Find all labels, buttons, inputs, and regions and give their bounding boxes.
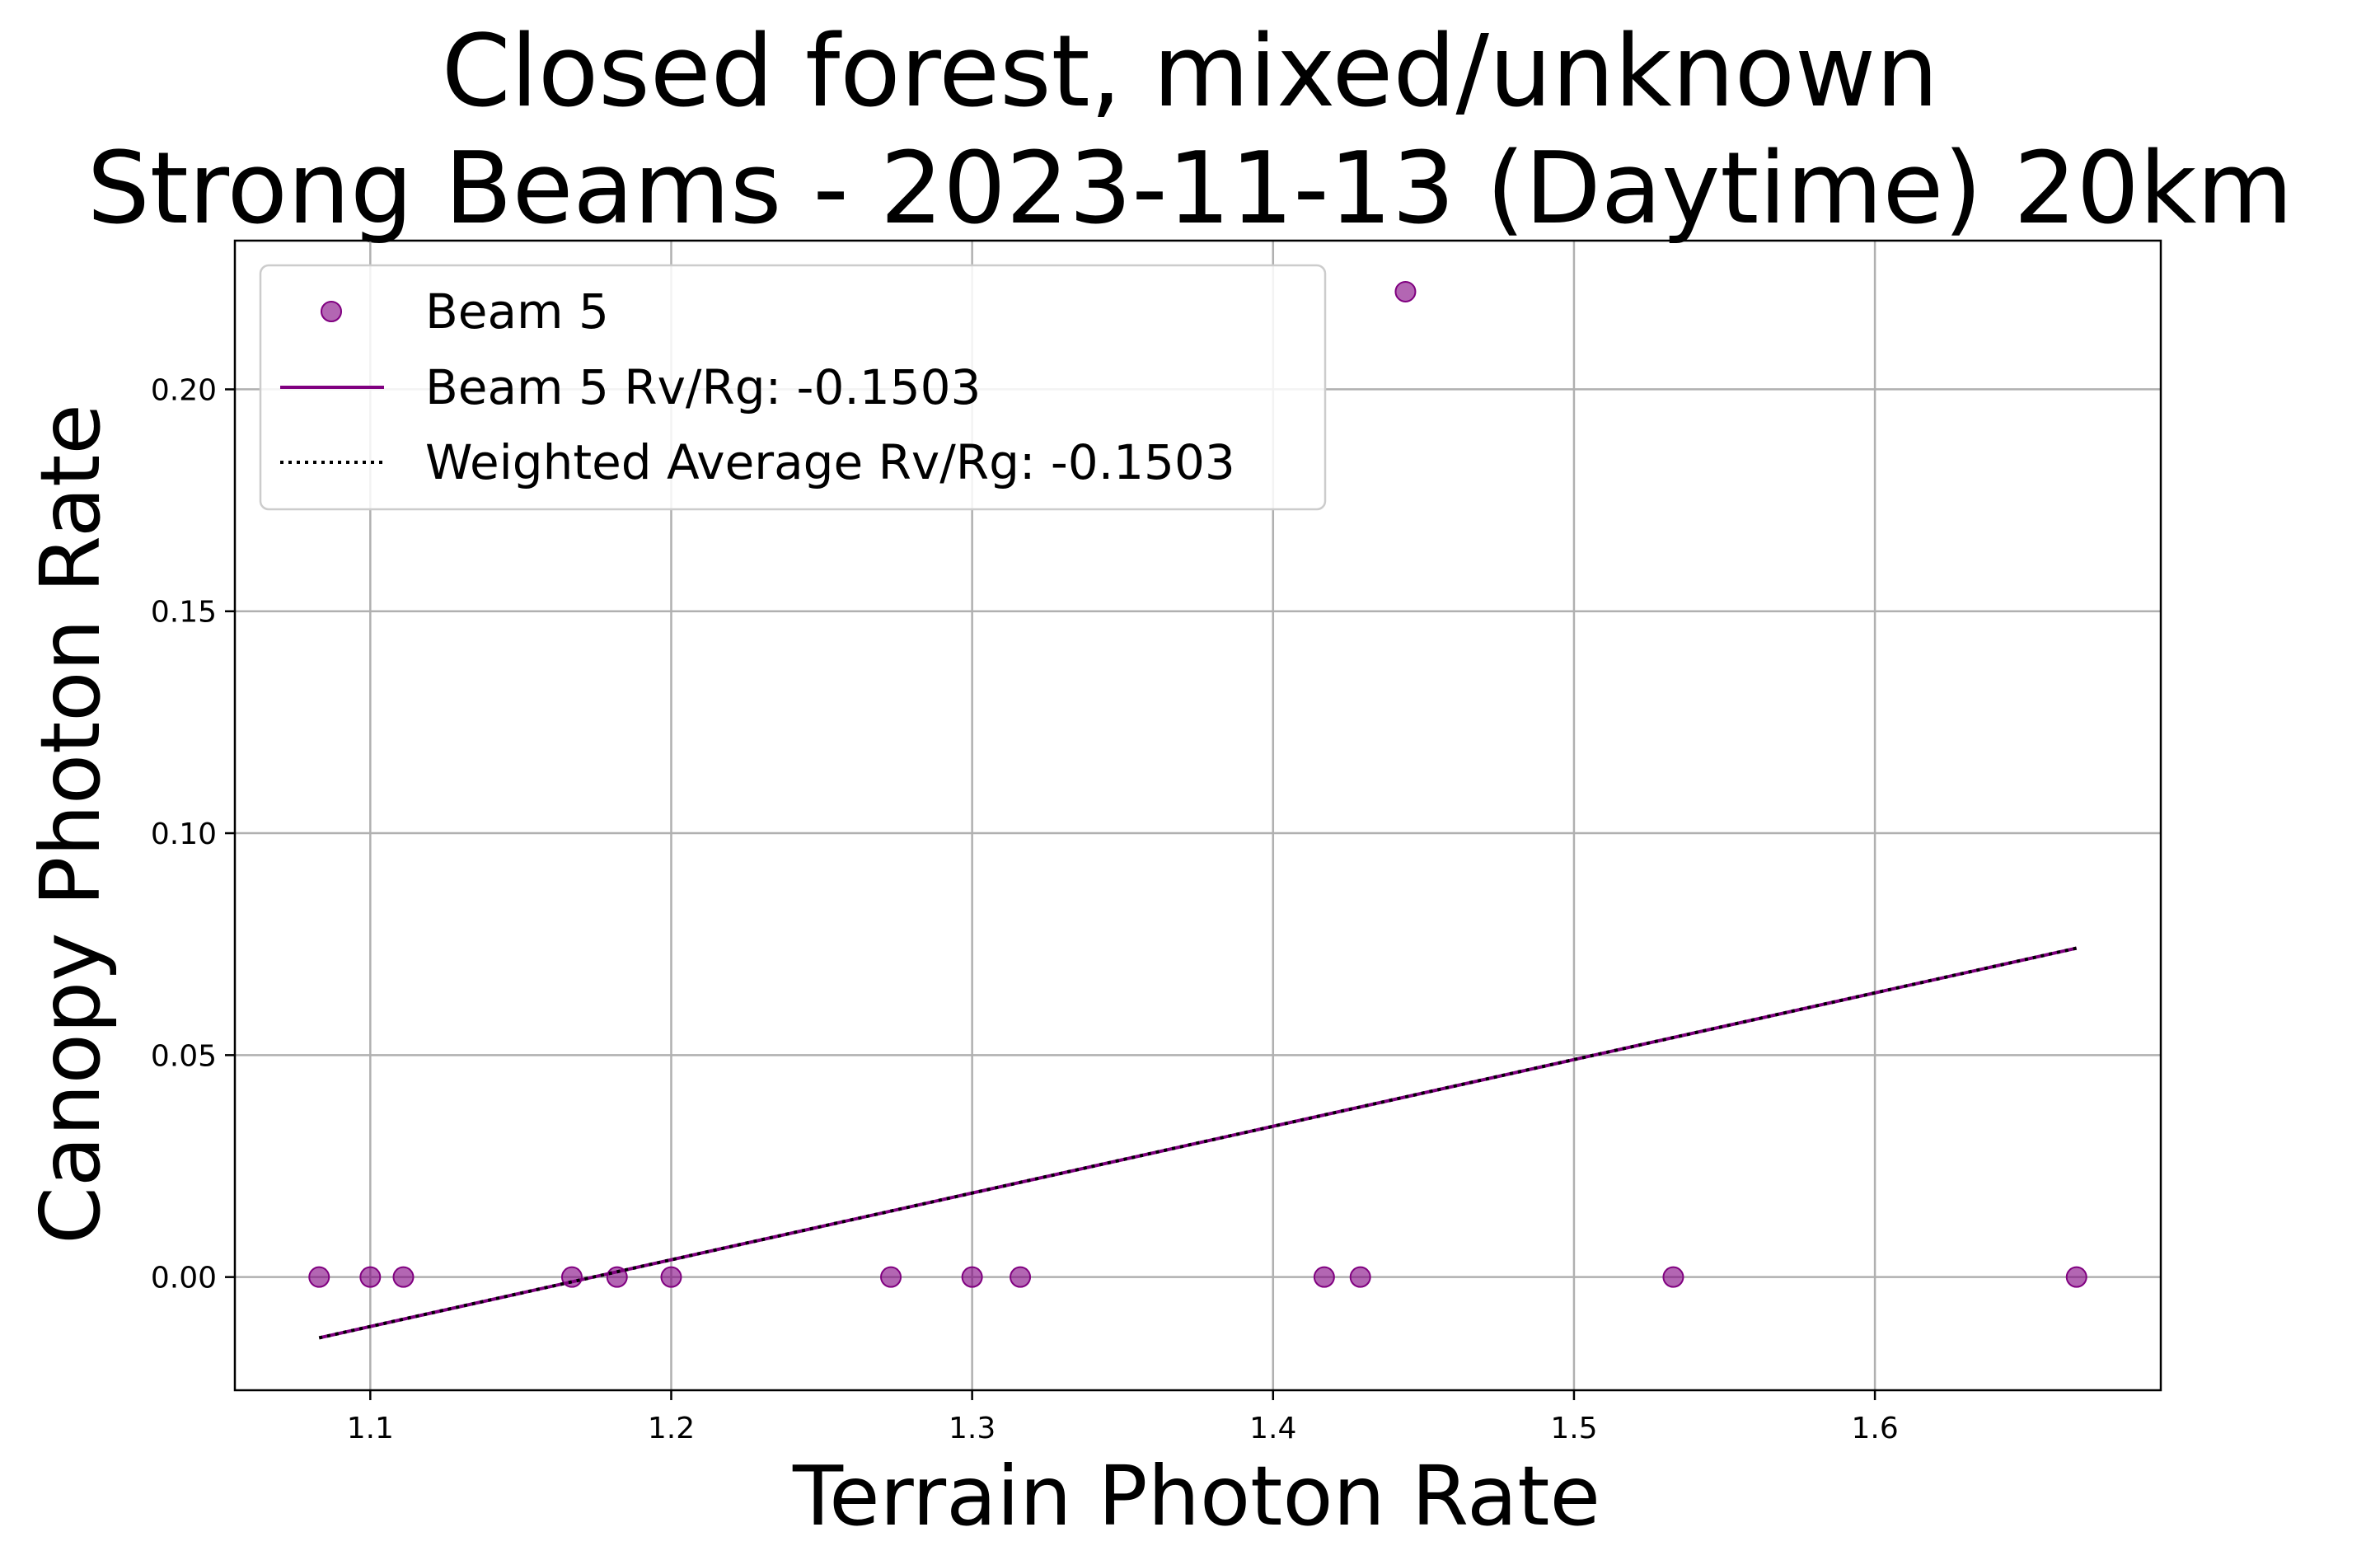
scatter-point bbox=[660, 1266, 682, 1288]
plot-series bbox=[308, 280, 2087, 1340]
scatter-point bbox=[961, 1266, 983, 1288]
scatter-point bbox=[359, 1266, 382, 1288]
y-axis-ticks: 0.00 0.05 0.10 0.15 0.20 bbox=[151, 373, 235, 1295]
x-tick-label: 1.2 bbox=[648, 1412, 695, 1445]
scatter-point bbox=[1349, 1266, 1371, 1288]
plot-frame bbox=[233, 239, 2162, 1392]
legend-scatter-marker bbox=[321, 301, 342, 322]
scatter-point bbox=[1662, 1266, 1684, 1288]
x-tick-label: 1.5 bbox=[1550, 1412, 1597, 1445]
y-tick-label: 0.10 bbox=[151, 817, 217, 851]
y-tick-label: 0.15 bbox=[151, 596, 217, 630]
chart-subtitle: Strong Beams - 2023-11-13 (Daytime) 20km bbox=[87, 132, 2293, 246]
x-tick-label: 1.4 bbox=[1249, 1412, 1296, 1445]
x-axis-ticks: 1.1 1.2 1.3 1.4 1.5 1.6 bbox=[347, 1390, 1899, 1445]
x-tick-label: 1.3 bbox=[949, 1412, 996, 1445]
scatter-point bbox=[392, 1266, 415, 1288]
x-axis-label: Terrain Photon Rate bbox=[792, 1448, 1600, 1544]
legend: Beam 5 Beam 5 Rv/Rg: -0.1503 Weighted Av… bbox=[259, 264, 1327, 511]
scatter-point bbox=[1010, 1266, 1032, 1288]
scatter-point bbox=[880, 1266, 902, 1288]
x-tick-label: 1.6 bbox=[1851, 1412, 1898, 1445]
legend-label-beam5-fit: Beam 5 Rv/Rg: -0.1503 bbox=[425, 359, 981, 415]
scatter-point bbox=[1394, 280, 1417, 302]
chart-title: Closed forest, mixed/unknown bbox=[442, 15, 1939, 129]
scatter-point bbox=[308, 1266, 330, 1288]
y-tick-label: 0.20 bbox=[151, 373, 217, 407]
legend-box bbox=[259, 264, 1327, 511]
weighted-average-line bbox=[318, 946, 2078, 1340]
legend-label-beam5: Beam 5 bbox=[425, 283, 609, 340]
x-tick-label: 1.1 bbox=[347, 1412, 394, 1445]
y-tick-label: 0.05 bbox=[151, 1039, 217, 1073]
y-axis-label: Canopy Photon Rate bbox=[22, 404, 119, 1244]
y-tick-label: 0.00 bbox=[151, 1262, 217, 1295]
scatter-point bbox=[1313, 1266, 1335, 1288]
scatter-point bbox=[2065, 1266, 2087, 1288]
legend-label-weighted-average: Weighted Average Rv/Rg: -0.1503 bbox=[425, 434, 1235, 490]
